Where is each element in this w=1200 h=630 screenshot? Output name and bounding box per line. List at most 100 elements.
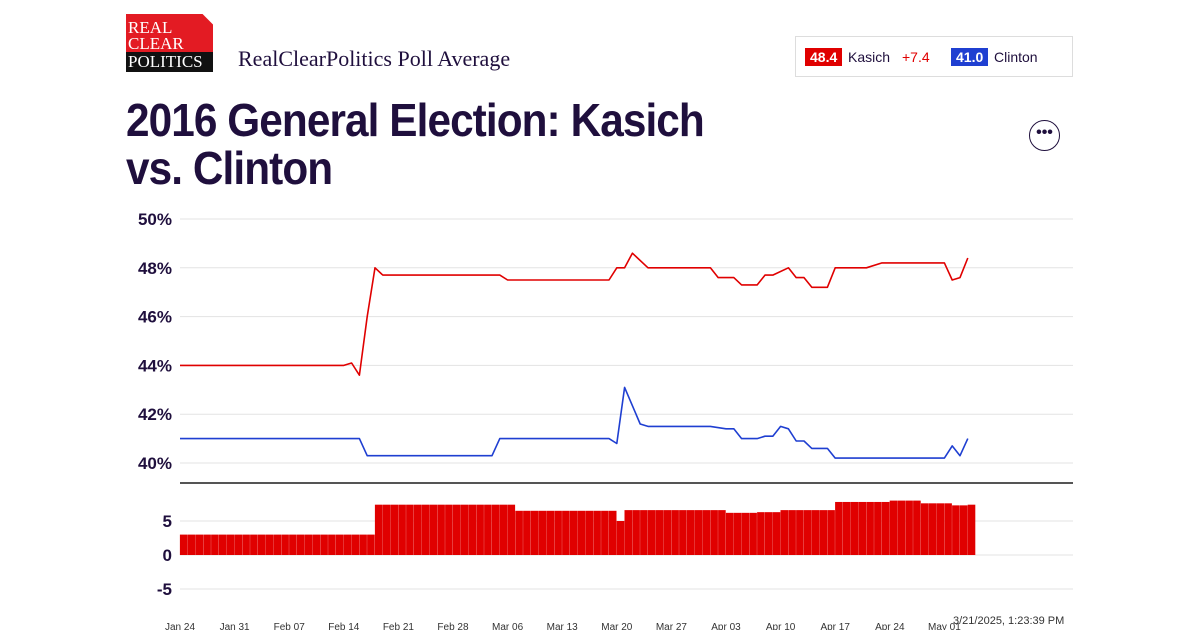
spread-bar bbox=[796, 510, 804, 555]
y-tick-label: 46% bbox=[138, 308, 172, 327]
spread-bar bbox=[312, 534, 321, 555]
y-tick-label: -5 bbox=[157, 580, 172, 599]
x-tick-label: Jan 31 bbox=[220, 622, 250, 630]
spread-bar bbox=[226, 534, 235, 555]
spread-bar bbox=[452, 504, 461, 555]
logo-line: CLEAR bbox=[128, 34, 184, 53]
spread-bar bbox=[819, 510, 828, 555]
spread-bar bbox=[725, 512, 734, 555]
spread-bar bbox=[562, 510, 570, 555]
kasich-spread: +7.4 bbox=[902, 49, 930, 65]
spread-bar bbox=[842, 501, 851, 555]
spread-bar bbox=[959, 505, 968, 555]
ellipsis-icon: ••• bbox=[1036, 124, 1053, 141]
clinton-label: Clinton bbox=[994, 49, 1038, 65]
spread-bar bbox=[242, 534, 250, 555]
spread-bar bbox=[694, 510, 703, 555]
x-tick-label: Mar 20 bbox=[601, 622, 633, 630]
spread-bar bbox=[803, 510, 812, 555]
rcp-logo[interactable]: REAL CLEAR POLITICS bbox=[126, 14, 213, 72]
spread-bar bbox=[593, 510, 601, 555]
y-tick-label: 0 bbox=[163, 546, 172, 565]
x-tick-label: Apr 03 bbox=[711, 622, 741, 630]
spread-bar bbox=[920, 503, 929, 555]
spread-bar bbox=[296, 534, 305, 555]
spread-bar bbox=[218, 534, 227, 555]
spread-bar bbox=[328, 534, 336, 555]
spread-bar bbox=[304, 534, 313, 555]
spread-bar bbox=[390, 504, 399, 555]
spread-bar bbox=[858, 501, 867, 555]
spread-bar bbox=[866, 501, 874, 555]
spread-bar bbox=[484, 504, 492, 555]
spread-bar bbox=[710, 510, 718, 555]
spread-bar bbox=[749, 512, 757, 555]
y-tick-label: 40% bbox=[138, 454, 172, 473]
legend: 48.4 Kasich +7.4 41.0 Clinton bbox=[795, 36, 1073, 77]
spread-bar bbox=[250, 534, 258, 555]
spread-bar bbox=[624, 510, 633, 555]
spread-bar bbox=[608, 510, 617, 555]
spread-bar bbox=[359, 534, 367, 555]
spread-bar bbox=[647, 510, 656, 555]
spread-bar bbox=[718, 510, 726, 555]
y-tick-label: 42% bbox=[138, 405, 172, 424]
x-tick-label: Feb 07 bbox=[274, 622, 306, 630]
page-title: 2016 General Election: Kasich vs. Clinto… bbox=[126, 94, 705, 194]
spread-bar bbox=[367, 534, 375, 555]
spread-bar bbox=[429, 504, 438, 555]
spread-bar bbox=[413, 504, 422, 555]
spread-bar bbox=[257, 534, 266, 555]
spread-bar bbox=[421, 504, 430, 555]
spread-bar bbox=[936, 503, 945, 555]
spread-bar bbox=[273, 534, 282, 555]
spread-bar bbox=[585, 510, 594, 555]
spread-bar bbox=[780, 510, 789, 555]
spread-bar bbox=[733, 512, 742, 555]
spread-bar bbox=[835, 501, 843, 555]
spread-bar bbox=[468, 504, 477, 555]
spread-bar bbox=[952, 505, 960, 555]
spread-bar bbox=[741, 512, 750, 555]
spread-bar bbox=[382, 504, 391, 555]
more-options-button[interactable]: ••• bbox=[1029, 120, 1060, 151]
x-tick-label: Feb 14 bbox=[328, 622, 360, 630]
spread-bar bbox=[507, 504, 516, 555]
y-tick-label: 48% bbox=[138, 259, 172, 278]
x-tick-label: Apr 10 bbox=[766, 622, 796, 630]
spread-bar bbox=[655, 510, 664, 555]
spread-bar bbox=[577, 510, 586, 555]
spread-bar bbox=[850, 501, 859, 555]
clinton-value-badge: 41.0 bbox=[951, 48, 989, 66]
spread-bar bbox=[523, 510, 531, 555]
spread-bar bbox=[881, 501, 890, 555]
spread-bar bbox=[265, 534, 274, 555]
spread-bar bbox=[406, 504, 414, 555]
logo-line: POLITICS bbox=[128, 52, 203, 71]
spread-bar bbox=[897, 500, 906, 555]
spread-bar bbox=[515, 510, 523, 555]
x-tick-label: Feb 21 bbox=[383, 622, 415, 630]
spread-bar bbox=[632, 510, 640, 555]
spread-bar bbox=[538, 510, 547, 555]
kasich-value-badge: 48.4 bbox=[805, 48, 843, 66]
x-tick-label: May 01 bbox=[928, 622, 961, 630]
spread-bar bbox=[195, 534, 204, 555]
spread-bar bbox=[928, 503, 937, 555]
spread-bar bbox=[187, 534, 196, 555]
spread-bar bbox=[281, 534, 289, 555]
x-tick-label: Jan 24 bbox=[165, 622, 195, 630]
spread-bar bbox=[663, 510, 672, 555]
x-tick-label: Mar 06 bbox=[492, 622, 524, 630]
x-tick-label: Apr 24 bbox=[875, 622, 905, 630]
spread-bar bbox=[569, 510, 578, 555]
spread-bar bbox=[944, 503, 952, 555]
spread-bar bbox=[491, 504, 500, 555]
spread-bar bbox=[671, 510, 679, 555]
clinton-line bbox=[180, 386, 969, 459]
kasich-line bbox=[180, 252, 969, 377]
spread-bar bbox=[335, 534, 344, 555]
y-tick-label: 5 bbox=[163, 512, 172, 531]
spread-bar bbox=[546, 510, 555, 555]
